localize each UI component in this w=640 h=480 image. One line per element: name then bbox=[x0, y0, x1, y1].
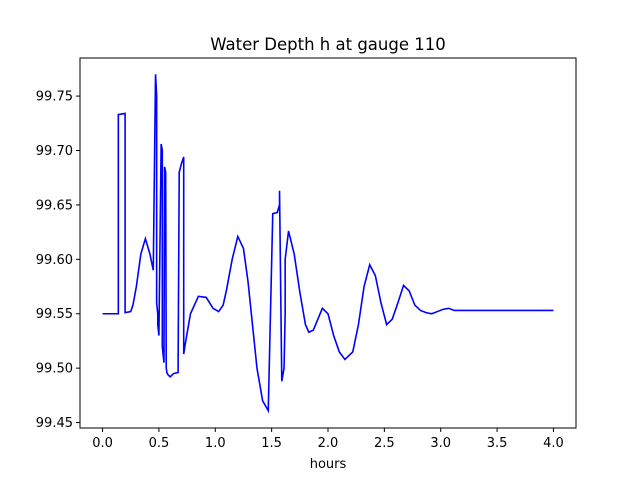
x-tick-label: 3.5 bbox=[487, 436, 508, 451]
y-axis: 99.45 99.50 99.55 99.60 99.65 99.70 99.75 bbox=[36, 90, 80, 431]
x-axis-label: hours bbox=[310, 457, 347, 472]
x-tick-label: 4.0 bbox=[543, 436, 564, 451]
x-tick-label: 0.0 bbox=[92, 436, 113, 451]
y-tick-label: 99.55 bbox=[36, 307, 73, 322]
x-tick-label: 1.0 bbox=[205, 436, 226, 451]
y-tick-label: 99.60 bbox=[36, 253, 73, 268]
x-tick-label: 0.5 bbox=[149, 436, 170, 451]
y-tick-label: 99.70 bbox=[36, 144, 73, 159]
x-tick-label: 2.5 bbox=[374, 436, 395, 451]
x-tick-label: 3.0 bbox=[430, 436, 451, 451]
series-line bbox=[102, 74, 554, 414]
x-axis: 0.0 0.5 1.0 1.5 2.0 2.5 3.0 3.5 4.0 bbox=[92, 428, 564, 451]
x-tick-label: 1.5 bbox=[261, 436, 282, 451]
chart-title: Water Depth h at gauge 110 bbox=[210, 35, 445, 54]
y-tick-label: 99.50 bbox=[36, 362, 73, 377]
y-tick-label: 99.65 bbox=[36, 198, 73, 213]
plot-area bbox=[102, 74, 554, 414]
x-tick-label: 2.0 bbox=[318, 436, 339, 451]
y-tick-label: 99.75 bbox=[36, 90, 73, 105]
y-tick-label: 99.45 bbox=[36, 416, 73, 431]
